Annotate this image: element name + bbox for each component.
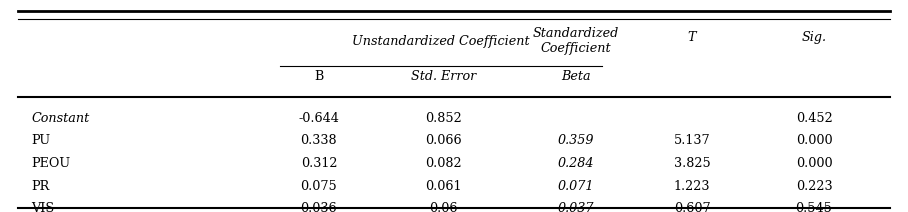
Text: 5.137: 5.137 — [674, 134, 710, 147]
Text: 0.066: 0.066 — [425, 134, 462, 147]
Text: 0.223: 0.223 — [795, 180, 833, 192]
Text: 0.452: 0.452 — [795, 112, 833, 125]
Text: Standardized
Coefficient: Standardized Coefficient — [533, 27, 619, 55]
Text: Beta: Beta — [561, 70, 591, 83]
Text: Sig.: Sig. — [802, 31, 826, 44]
Text: 0.545: 0.545 — [795, 202, 833, 212]
Text: 0.061: 0.061 — [425, 180, 462, 192]
Text: 3.825: 3.825 — [674, 157, 710, 170]
Text: 0.000: 0.000 — [795, 157, 833, 170]
Text: 1.223: 1.223 — [674, 180, 710, 192]
Text: 0.284: 0.284 — [558, 157, 594, 170]
Text: 0.036: 0.036 — [301, 202, 337, 212]
Text: 0.06: 0.06 — [429, 202, 458, 212]
Text: PEOU: PEOU — [31, 157, 70, 170]
Text: VIS: VIS — [31, 202, 54, 212]
Text: 0.852: 0.852 — [425, 112, 462, 125]
Text: -0.644: -0.644 — [299, 112, 340, 125]
Text: Constant: Constant — [31, 112, 90, 125]
Text: 0.082: 0.082 — [425, 157, 462, 170]
Text: Unstandardized Coefficient: Unstandardized Coefficient — [352, 35, 529, 48]
Text: B: B — [314, 70, 323, 83]
Text: 0.000: 0.000 — [795, 134, 833, 147]
Text: 0.037: 0.037 — [558, 202, 594, 212]
Text: 0.607: 0.607 — [674, 202, 710, 212]
Text: 0.075: 0.075 — [301, 180, 337, 192]
Text: T: T — [687, 31, 696, 44]
Text: PR: PR — [31, 180, 49, 192]
Text: 0.338: 0.338 — [301, 134, 337, 147]
Text: 0.071: 0.071 — [558, 180, 594, 192]
Text: 0.359: 0.359 — [558, 134, 594, 147]
Text: PU: PU — [31, 134, 50, 147]
Text: Std. Error: Std. Error — [411, 70, 476, 83]
Text: 0.312: 0.312 — [301, 157, 337, 170]
